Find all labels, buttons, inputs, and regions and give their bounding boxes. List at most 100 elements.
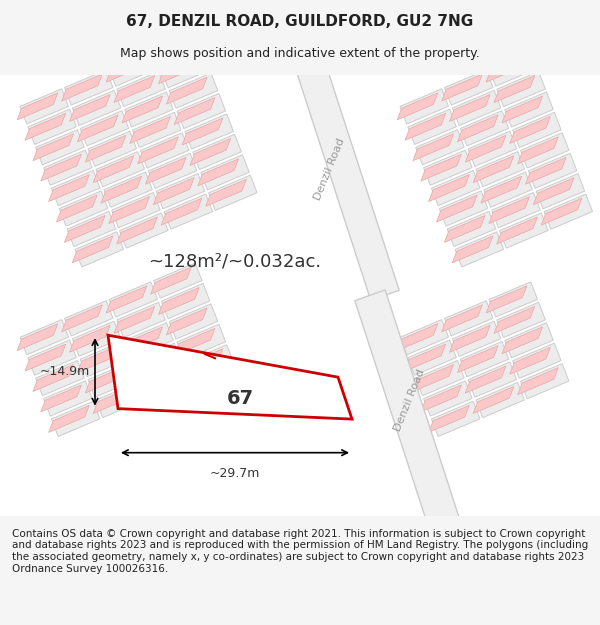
Polygon shape xyxy=(209,175,257,211)
Polygon shape xyxy=(518,137,558,164)
Polygon shape xyxy=(445,70,493,105)
Polygon shape xyxy=(169,73,218,108)
Polygon shape xyxy=(41,154,82,181)
Polygon shape xyxy=(80,111,129,146)
Polygon shape xyxy=(455,232,503,267)
Polygon shape xyxy=(151,267,191,294)
Polygon shape xyxy=(109,197,149,224)
Polygon shape xyxy=(489,51,538,86)
Polygon shape xyxy=(494,76,535,102)
Polygon shape xyxy=(101,176,142,203)
Polygon shape xyxy=(457,346,498,372)
Polygon shape xyxy=(72,236,113,263)
Polygon shape xyxy=(533,177,574,205)
Polygon shape xyxy=(130,116,170,144)
Polygon shape xyxy=(49,174,89,202)
Polygon shape xyxy=(492,192,540,228)
Polygon shape xyxy=(28,340,76,375)
Text: ~29.7m: ~29.7m xyxy=(210,468,260,481)
Polygon shape xyxy=(65,301,113,336)
Polygon shape xyxy=(109,51,157,86)
Text: Denzil Road: Denzil Road xyxy=(393,368,427,432)
Polygon shape xyxy=(185,345,233,380)
Polygon shape xyxy=(64,216,105,242)
Polygon shape xyxy=(93,156,134,182)
Polygon shape xyxy=(59,191,108,226)
Polygon shape xyxy=(148,153,197,188)
Polygon shape xyxy=(62,305,103,332)
Polygon shape xyxy=(122,96,163,123)
Polygon shape xyxy=(408,340,457,375)
Polygon shape xyxy=(486,286,527,313)
Polygon shape xyxy=(468,131,517,166)
Polygon shape xyxy=(512,112,561,148)
Polygon shape xyxy=(174,328,215,356)
Polygon shape xyxy=(17,93,58,120)
Polygon shape xyxy=(397,324,438,351)
Polygon shape xyxy=(146,158,186,184)
Polygon shape xyxy=(536,174,584,209)
Polygon shape xyxy=(510,116,550,144)
Polygon shape xyxy=(85,366,126,393)
Polygon shape xyxy=(114,76,155,102)
Polygon shape xyxy=(73,321,121,356)
Polygon shape xyxy=(489,282,538,317)
Polygon shape xyxy=(505,92,553,127)
Polygon shape xyxy=(161,283,210,319)
Polygon shape xyxy=(114,306,155,333)
Polygon shape xyxy=(62,74,103,101)
Polygon shape xyxy=(130,348,170,374)
Polygon shape xyxy=(405,113,446,140)
Polygon shape xyxy=(28,109,76,144)
Polygon shape xyxy=(96,382,145,418)
Polygon shape xyxy=(133,112,181,148)
Polygon shape xyxy=(166,308,207,335)
Polygon shape xyxy=(439,191,488,226)
Polygon shape xyxy=(431,401,480,436)
Polygon shape xyxy=(117,217,157,244)
Polygon shape xyxy=(442,74,482,101)
Polygon shape xyxy=(424,381,472,416)
Polygon shape xyxy=(449,325,490,352)
Polygon shape xyxy=(190,138,230,166)
Text: 67, DENZIL ROAD, GUILDFORD, GU2 7NG: 67, DENZIL ROAD, GUILDFORD, GU2 7NG xyxy=(127,14,473,29)
Polygon shape xyxy=(17,324,58,351)
Polygon shape xyxy=(476,152,524,187)
Polygon shape xyxy=(137,137,178,164)
Polygon shape xyxy=(88,362,137,398)
Polygon shape xyxy=(502,96,542,123)
Polygon shape xyxy=(416,129,464,165)
Polygon shape xyxy=(177,94,226,129)
Polygon shape xyxy=(33,364,74,391)
Polygon shape xyxy=(36,361,84,396)
Polygon shape xyxy=(457,115,498,142)
Polygon shape xyxy=(166,77,207,104)
Polygon shape xyxy=(75,232,124,267)
Polygon shape xyxy=(465,366,506,393)
Polygon shape xyxy=(198,159,239,186)
Polygon shape xyxy=(484,172,532,208)
Polygon shape xyxy=(117,302,166,338)
Polygon shape xyxy=(421,154,461,181)
Polygon shape xyxy=(442,305,482,332)
Polygon shape xyxy=(397,93,438,120)
Polygon shape xyxy=(154,177,194,205)
Polygon shape xyxy=(122,327,163,354)
Polygon shape xyxy=(413,134,454,161)
Polygon shape xyxy=(400,89,448,124)
Polygon shape xyxy=(416,361,464,396)
Polygon shape xyxy=(106,55,147,82)
Polygon shape xyxy=(174,98,215,124)
Polygon shape xyxy=(489,197,530,224)
Polygon shape xyxy=(52,171,100,206)
Polygon shape xyxy=(497,71,545,107)
Polygon shape xyxy=(428,406,469,432)
Polygon shape xyxy=(161,52,210,88)
Polygon shape xyxy=(73,91,121,126)
Polygon shape xyxy=(154,32,202,68)
Polygon shape xyxy=(476,382,524,418)
Text: 67: 67 xyxy=(226,389,254,408)
Polygon shape xyxy=(104,172,152,208)
Polygon shape xyxy=(520,132,569,168)
Text: Map shows position and indicative extent of the property.: Map shows position and indicative extent… xyxy=(120,48,480,61)
